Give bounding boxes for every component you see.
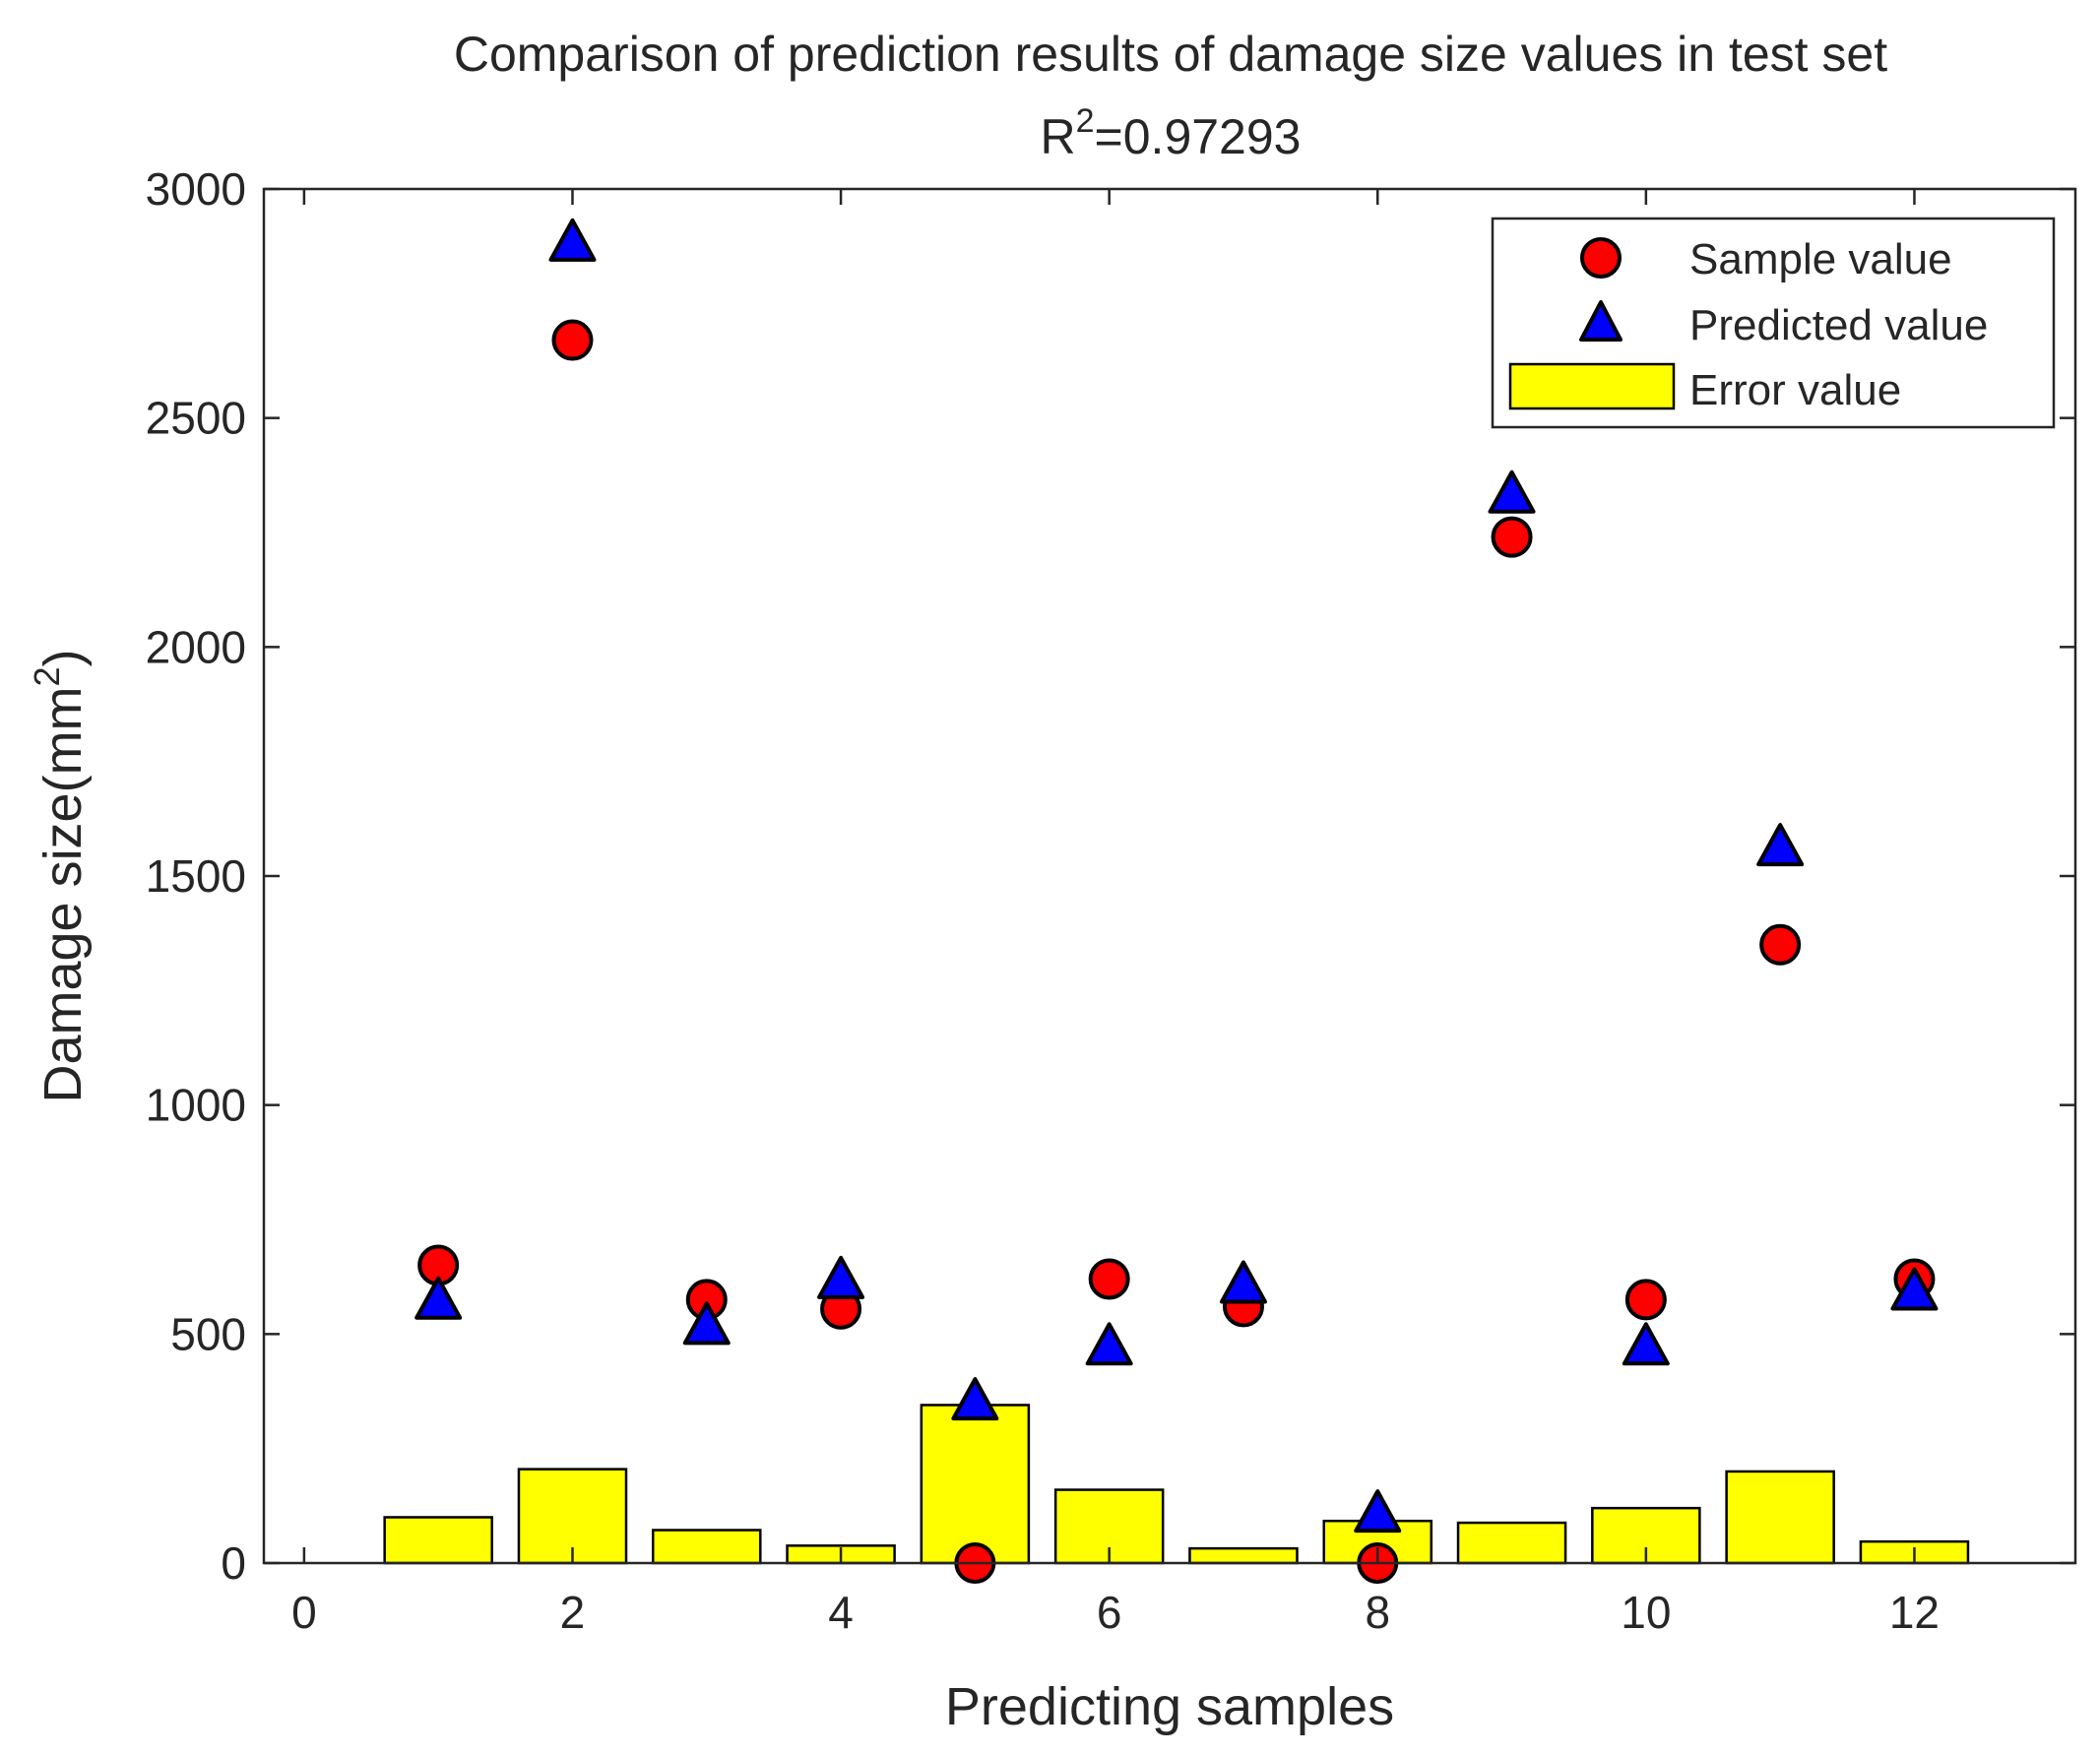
predicted-value-point (1622, 1322, 1670, 1366)
y-tick-label: 3000 (146, 163, 246, 215)
legend: Sample value Predicted value Error value (1491, 217, 2056, 429)
subtitle-rest: =0.97293 (1095, 109, 1302, 164)
error-bar (1456, 1521, 1567, 1565)
predicted-value-point (414, 1276, 463, 1320)
error-bar (1188, 1546, 1299, 1565)
x-tick-label: 0 (291, 1587, 317, 1638)
error-bar-series (383, 1404, 1970, 1565)
predicted-value-point (1219, 1260, 1267, 1304)
predicted-value-point (951, 1377, 999, 1421)
y-tick-label: 0 (221, 1537, 246, 1589)
sample-value-point (1759, 923, 1802, 966)
predicted-value-point (682, 1301, 731, 1346)
chart-subtitle: R2=0.97293 (1041, 102, 1302, 164)
y-tick-label: 1500 (146, 850, 246, 902)
legend-label-sample: Sample value (1689, 235, 1952, 283)
y-axis-label-superscript: 2 (27, 666, 67, 686)
x-tick-label: 2 (560, 1587, 586, 1638)
x-tick-label: 8 (1365, 1587, 1390, 1638)
x-axis: 0 2 4 6 8 10 12 (291, 189, 1940, 1638)
sample-value-point (1088, 1258, 1130, 1300)
sample-value-point (1624, 1279, 1667, 1321)
sample-value-point (551, 319, 594, 361)
error-bar (1725, 1470, 1835, 1565)
y-axis-label-base: Damage size(mm (33, 686, 93, 1102)
x-tick-label: 10 (1621, 1587, 1671, 1638)
predicted-value-point (1756, 823, 1805, 867)
predicted-value-point (1488, 470, 1536, 514)
y-tick-label: 2000 (146, 621, 246, 672)
y-axis: 0 500 1000 1500 2000 2500 3000 (146, 163, 2075, 1589)
predicted-value-point (1085, 1322, 1133, 1366)
error-bar (652, 1529, 762, 1565)
x-tick-label: 4 (828, 1587, 854, 1638)
x-axis-label: Predicting samples (945, 1677, 1394, 1736)
y-axis-label: Damage size(mm2) (27, 649, 93, 1102)
subtitle-base: R (1041, 109, 1076, 164)
legend-label-predicted: Predicted value (1689, 301, 1988, 349)
legend-bar-icon (1508, 362, 1676, 410)
legend-triangle-icon (1579, 300, 1623, 342)
predicted-value-point (817, 1255, 865, 1299)
y-tick-label: 500 (170, 1308, 246, 1359)
y-tick-label: 2500 (146, 393, 246, 444)
predicted-value-series (414, 218, 1939, 1534)
legend-label-error: Error value (1689, 366, 1901, 414)
legend-circle-icon (1580, 237, 1622, 279)
predicted-value-point (1890, 1267, 1939, 1311)
predicted-value-point (1354, 1489, 1402, 1534)
x-tick-label: 6 (1097, 1587, 1122, 1638)
x-tick-label: 12 (1889, 1587, 1940, 1638)
error-bar (383, 1516, 493, 1565)
sample-value-point (1491, 516, 1533, 558)
subtitle-superscript: 2 (1076, 102, 1095, 140)
error-bar (920, 1404, 1031, 1565)
y-tick-label: 1000 (146, 1080, 246, 1131)
predicted-value-point (548, 218, 597, 262)
y-axis-label-rest: ) (33, 649, 93, 666)
chart-title: Comparison of prediction results of dama… (454, 27, 1887, 82)
